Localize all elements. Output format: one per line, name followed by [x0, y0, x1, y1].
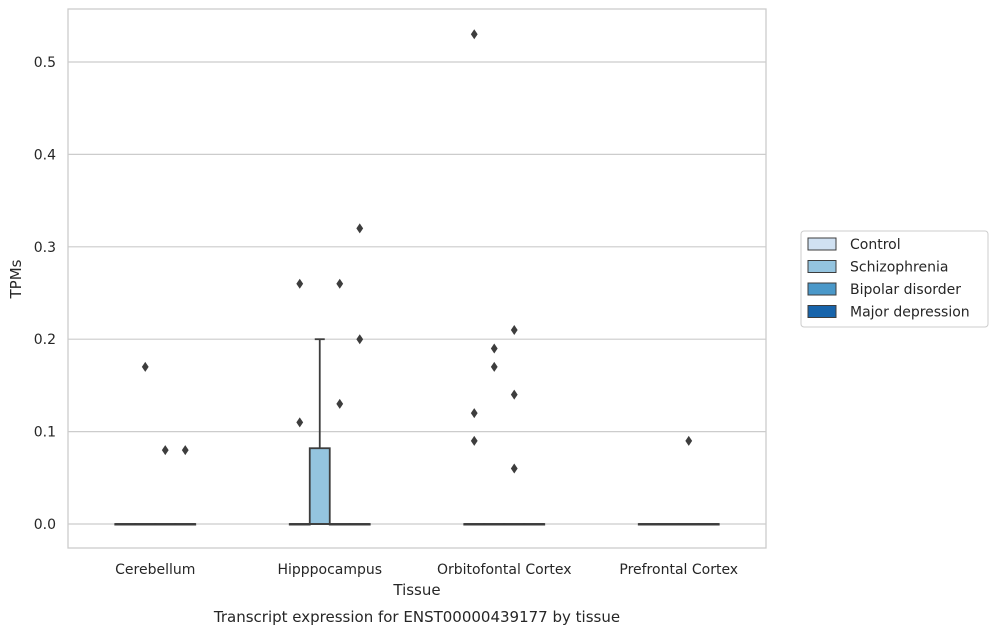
chart-title: Transcript expression for ENST0000043917… — [213, 608, 620, 626]
legend-label: Bipolar disorder — [850, 282, 961, 298]
outlier-point — [490, 343, 498, 354]
x-tick-label: Hipppocampus — [277, 562, 382, 578]
outlier-point — [141, 361, 149, 372]
x-axis-tick-labels: Cerebellum Hipppocampus Orbitofontal Corte… — [115, 562, 738, 578]
outlier-point — [470, 408, 478, 419]
outlier-point — [296, 278, 304, 289]
x-tick-label: Cerebellum — [115, 562, 195, 578]
box-bipolar-disorder — [154, 523, 177, 526]
box-schizophrenia — [308, 338, 331, 525]
outlier-point — [356, 223, 364, 234]
outlier-point — [470, 29, 478, 40]
box-control — [114, 523, 137, 526]
legend-label: Control — [850, 237, 901, 253]
outlier-point — [181, 445, 189, 456]
legend-swatch — [807, 237, 837, 251]
x-axis-title: Tissue — [392, 581, 440, 599]
outlier-point — [685, 435, 693, 446]
box-schizophrenia — [483, 523, 506, 526]
outlier-point — [356, 334, 364, 345]
y-tick-label: 0.2 — [34, 332, 56, 348]
box-major-depression — [697, 523, 720, 526]
box-bipolar-disorder — [677, 523, 700, 526]
box-bipolar-disorder — [503, 523, 526, 526]
outlier-point — [470, 435, 478, 446]
legend-swatch — [807, 305, 837, 318]
box-schizophrenia — [657, 523, 680, 526]
legend-label: Schizophrenia — [850, 260, 948, 276]
legend: Control Schizophrenia Bipolar disorder Majo… — [800, 230, 989, 328]
outlier-point — [336, 398, 344, 409]
box-major-depression — [523, 523, 546, 526]
outlier-point — [490, 361, 498, 372]
outlier-point — [510, 389, 518, 400]
legend-frame — [800, 230, 989, 328]
box-plot-boxes — [114, 338, 720, 526]
legend-items: Control Schizophrenia Bipolar disorder Majo… — [807, 237, 970, 321]
outlier-point — [336, 278, 344, 289]
box-major-depression — [348, 523, 371, 526]
x-tick-label: Orbitofontal Cortex — [437, 562, 572, 578]
outlier-point — [510, 463, 518, 474]
y-tick-label: 0.1 — [34, 425, 56, 441]
outlier-point — [296, 417, 304, 428]
y-tick-label: 0.0 — [34, 517, 56, 533]
y-tick-label: 0.4 — [34, 147, 56, 163]
box-bipolar-disorder — [328, 523, 351, 526]
box-control — [637, 523, 660, 526]
box-major-depression — [174, 523, 197, 526]
box-body — [308, 447, 331, 525]
outlier-points — [141, 29, 693, 474]
outlier-point — [510, 324, 518, 335]
y-tick-label: 0.5 — [34, 55, 56, 71]
legend-swatch — [807, 282, 837, 296]
outlier-point — [161, 445, 169, 456]
legend-label: Major depression — [850, 305, 970, 321]
x-tick-label: Prefrontal Cortex — [619, 562, 738, 578]
y-tick-label: 0.3 — [34, 240, 56, 256]
box-control — [288, 523, 311, 526]
plot-area-frame — [67, 8, 767, 549]
legend-swatch — [807, 260, 837, 273]
y-axis-tick-labels: 0.0 0.1 0.2 0.3 0.4 0.5 — [34, 55, 56, 533]
box-control — [463, 523, 486, 526]
y-axis-title: TPMs — [7, 259, 25, 299]
box-schizophrenia — [134, 523, 157, 526]
